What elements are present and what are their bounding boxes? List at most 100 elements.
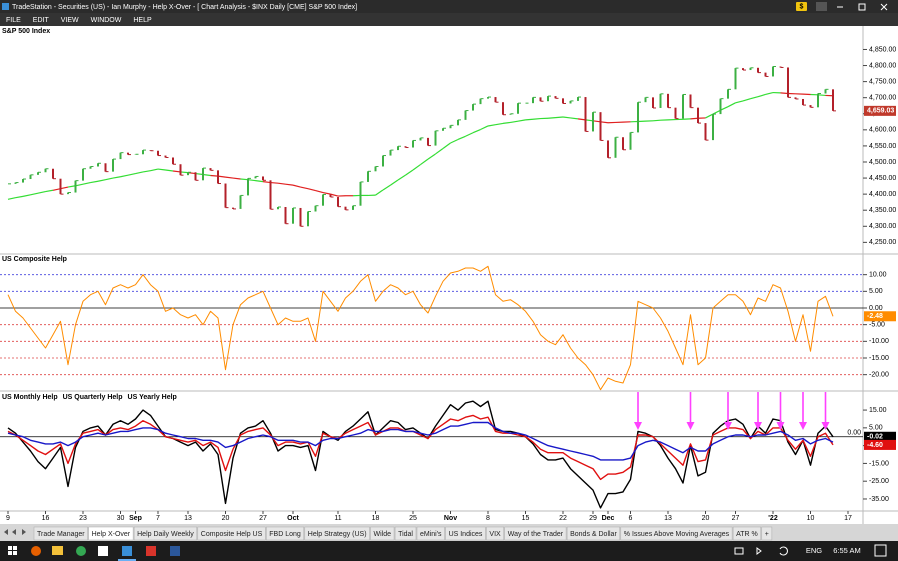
signal-arrowhead (686, 422, 695, 430)
average-line (45, 189, 54, 193)
badge[interactable] (796, 2, 807, 11)
settings-button[interactable] (816, 2, 827, 11)
average-line (600, 121, 609, 124)
tab[interactable] (197, 526, 266, 541)
notification-button[interactable] (874, 544, 887, 557)
average-line (322, 191, 331, 195)
average-line (397, 174, 406, 181)
average-line (690, 117, 699, 120)
x-tick-label: 29 (589, 515, 597, 522)
tab-scroll[interactable] (4, 529, 26, 535)
x-tick-label: Nov (444, 515, 457, 522)
y-tick-label: 4,550.00 (869, 143, 896, 150)
tab[interactable] (370, 526, 395, 541)
y-tick-label: 4,750.00 (869, 78, 896, 85)
average-line (780, 92, 789, 95)
average-line (270, 181, 279, 184)
average-line (577, 118, 586, 121)
tab[interactable] (566, 526, 621, 541)
last-value-box (864, 311, 896, 322)
x-tick-label: 30 (117, 515, 125, 522)
taskbar-icons (8, 544, 887, 561)
window-title: TradeStation - Securities (US) - Ian Mur… (12, 4, 357, 11)
chrome-icon[interactable] (76, 546, 86, 556)
menu-item[interactable]: EDIT (33, 17, 50, 24)
average-line (450, 138, 459, 144)
tab[interactable] (732, 526, 762, 541)
average-line (157, 168, 166, 171)
signal-arrowhead (821, 422, 830, 430)
last-value-label: 4,659.03 (867, 108, 894, 115)
tab[interactable] (445, 526, 486, 541)
close-button[interactable] (880, 3, 888, 11)
y-tick-label: 4,400.00 (869, 191, 896, 198)
x-tick-label: 16 (42, 515, 50, 522)
average-line (435, 147, 444, 155)
tab-label: ATR % (736, 531, 758, 538)
tray-icons[interactable] (734, 546, 788, 556)
app-icon[interactable] (98, 546, 108, 556)
x-tick-label: 8 (486, 515, 490, 522)
menu-bar (0, 13, 898, 26)
tab[interactable] (33, 526, 88, 541)
average-line (742, 98, 751, 102)
average-line (105, 177, 114, 181)
average-line (532, 117, 541, 120)
signal-arrowhead (799, 422, 807, 430)
tab[interactable] (304, 526, 370, 541)
average-line (375, 189, 384, 196)
tab[interactable] (416, 526, 445, 541)
menu-item[interactable]: WINDOW (91, 17, 122, 24)
average-line (135, 171, 144, 175)
maximize-button[interactable] (858, 3, 866, 11)
average-line (67, 185, 76, 188)
explorer-icon[interactable] (52, 546, 63, 555)
tab[interactable] (486, 526, 504, 541)
x-tick-label: 27 (732, 515, 740, 522)
tab-label: Bonds & Dollar (570, 531, 617, 538)
tab[interactable] (504, 526, 567, 541)
app-icon[interactable] (146, 546, 156, 556)
menu-item[interactable]: VIEW (61, 17, 79, 24)
tab[interactable] (394, 526, 417, 541)
average-line (390, 179, 399, 186)
tab-label: Help Daily Weekly (137, 531, 194, 538)
average-line (817, 94, 826, 97)
last-value-box (864, 105, 896, 116)
y-tick-label: -5.00 (869, 322, 885, 329)
tab[interactable] (761, 526, 773, 541)
y-tick-label: 10.00 (869, 272, 887, 279)
word-icon[interactable] (170, 546, 180, 556)
y-tick-label: 4,500.00 (869, 159, 896, 166)
menu-item[interactable]: FILE (6, 17, 21, 24)
average-line (487, 124, 496, 127)
y-tick-label: 5.00 (869, 425, 883, 432)
average-line (97, 179, 106, 182)
last-value-label: -4.60 (867, 442, 883, 449)
title-bar (0, 0, 898, 13)
x-tick-label: 17 (844, 515, 852, 522)
menu-item[interactable]: HELP (133, 17, 152, 24)
average-line (300, 186, 309, 190)
badge-text: $ (800, 4, 804, 11)
tab[interactable] (266, 526, 305, 541)
average-line (82, 181, 91, 185)
language: ENG (806, 546, 822, 555)
tab[interactable] (133, 526, 198, 541)
average-line (562, 116, 571, 119)
average-line (585, 119, 594, 122)
y-tick-label: -15.00 (869, 460, 889, 467)
x-tick-label: 15 (522, 515, 530, 522)
signal-arrowhead (724, 422, 732, 430)
average-line (292, 184, 301, 188)
average-line (720, 106, 729, 111)
firefox-icon[interactable] (31, 546, 41, 556)
tab[interactable] (620, 526, 733, 541)
x-tick-label: 13 (664, 515, 672, 522)
x-tick-label: Dec (602, 515, 615, 522)
tradestation-icon[interactable] (122, 546, 132, 556)
average-line (90, 180, 99, 184)
tab[interactable] (88, 526, 134, 541)
tab-label: VIX (489, 531, 501, 538)
start-button[interactable] (8, 546, 17, 555)
